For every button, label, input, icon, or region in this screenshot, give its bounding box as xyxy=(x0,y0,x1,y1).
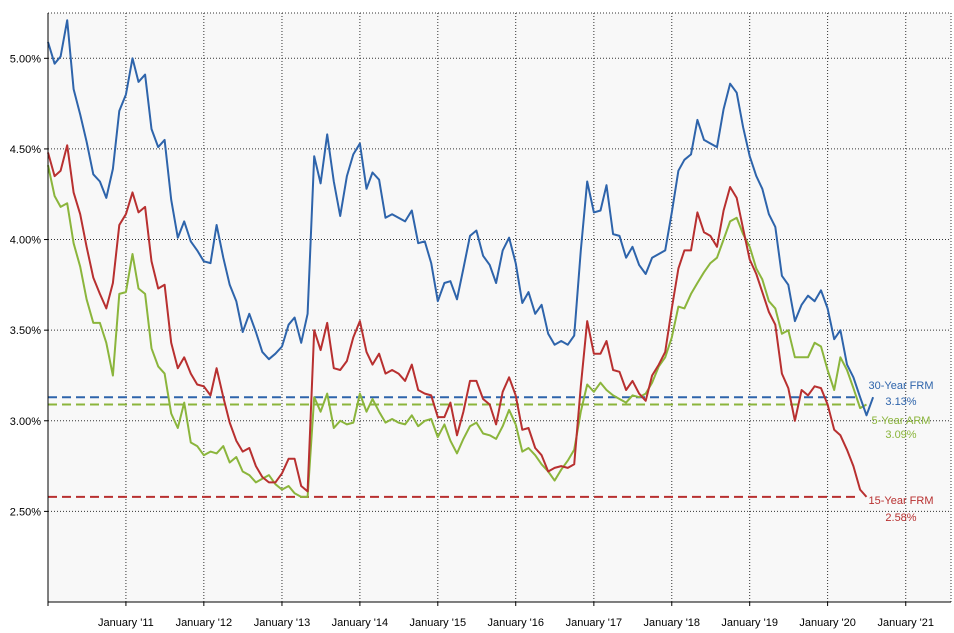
series-value-label: 3.09% xyxy=(885,429,916,441)
x-tick-label: January '15 xyxy=(410,617,467,629)
y-tick-label: 3.50% xyxy=(10,325,41,337)
x-tick-label: January '17 xyxy=(566,617,623,629)
x-tick-labels: January '11 January '12 January '13 January… xyxy=(98,617,934,629)
y-tick-label: 3.00% xyxy=(10,416,41,428)
series-name-label: 30-Year FRM xyxy=(868,380,933,392)
series-lines xyxy=(47,19,875,498)
series-line-0 xyxy=(47,19,875,417)
x-tick-label: January '19 xyxy=(721,617,778,629)
y-tick-label: 4.00% xyxy=(10,235,41,247)
axes xyxy=(44,13,951,606)
x-tick-label: January '16 xyxy=(487,617,544,629)
y-gridlines xyxy=(48,12,951,512)
y-tick-labels: 2.50% 3.00% 3.50% 4.00% 4.50% 5.00% xyxy=(10,53,41,518)
y-tick-label: 5.00% xyxy=(10,53,41,65)
y-tick-label: 4.50% xyxy=(10,144,41,156)
series-value-label: 3.13% xyxy=(885,396,916,408)
x-tick-label: January '20 xyxy=(799,617,856,629)
x-tick-label: January '11 xyxy=(98,617,154,629)
series-value-label: 2.58% xyxy=(885,512,916,524)
series-end-labels: 30-Year FRM 3.13% 15-Year FRM 2.58% 5-Year A… xyxy=(868,380,933,524)
series-line-1 xyxy=(47,144,868,498)
x-tick-label: January '18 xyxy=(644,617,701,629)
plot-background xyxy=(48,13,951,602)
x-tick-label: January '21 xyxy=(877,617,934,629)
x-tick-label: January '14 xyxy=(332,617,389,629)
series-line-2 xyxy=(47,164,867,498)
x-tick-label: January '12 xyxy=(176,617,233,629)
x-tick-label: January '13 xyxy=(254,617,311,629)
series-name-label: 5-Year ARM xyxy=(872,415,931,427)
y-tick-label: 2.50% xyxy=(10,506,41,518)
series-name-label: 15-Year FRM xyxy=(868,495,933,507)
